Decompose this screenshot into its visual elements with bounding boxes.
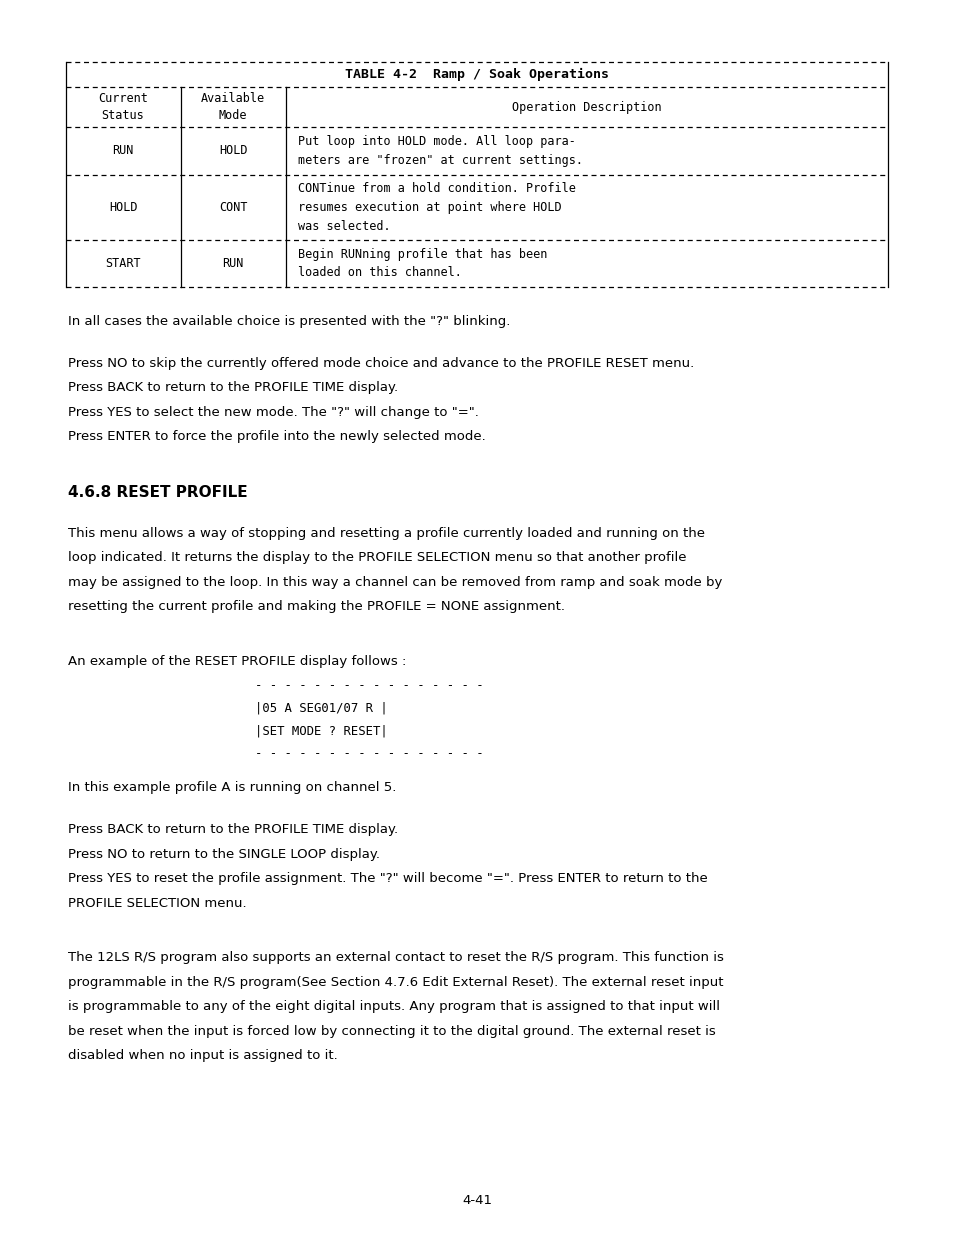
Text: CONT: CONT bbox=[218, 201, 247, 214]
Text: loop indicated. It returns the display to the PROFILE SELECTION menu so that ano: loop indicated. It returns the display t… bbox=[68, 552, 686, 564]
Text: RUN: RUN bbox=[112, 144, 133, 158]
Text: loaded on this channel.: loaded on this channel. bbox=[297, 267, 461, 279]
Text: HOLD: HOLD bbox=[218, 144, 247, 158]
Text: Status: Status bbox=[102, 109, 144, 122]
Text: disabled when no input is assigned to it.: disabled when no input is assigned to it… bbox=[68, 1050, 337, 1062]
Text: Press NO to return to the SINGLE LOOP display.: Press NO to return to the SINGLE LOOP di… bbox=[68, 848, 379, 861]
Text: An example of the RESET PROFILE display follows :: An example of the RESET PROFILE display … bbox=[68, 655, 406, 668]
Text: Begin RUNning profile that has been: Begin RUNning profile that has been bbox=[297, 248, 547, 261]
Text: This menu allows a way of stopping and resetting a profile currently loaded and : This menu allows a way of stopping and r… bbox=[68, 527, 704, 540]
Text: was selected.: was selected. bbox=[297, 220, 390, 232]
Text: START: START bbox=[105, 257, 141, 270]
Text: - - - - - - - - - - - - - - - -: - - - - - - - - - - - - - - - - bbox=[254, 679, 483, 693]
Text: Available: Available bbox=[201, 91, 265, 105]
Text: is programmable to any of the eight digital inputs. Any program that is assigned: is programmable to any of the eight digi… bbox=[68, 1000, 720, 1014]
Text: Press YES to select the new mode. The "?" will change to "=".: Press YES to select the new mode. The "?… bbox=[68, 406, 478, 419]
Text: be reset when the input is forced low by connecting it to the digital ground. Th: be reset when the input is forced low by… bbox=[68, 1025, 715, 1037]
Text: HOLD: HOLD bbox=[109, 201, 137, 214]
Text: - - - - - - - - - - - - - - - -: - - - - - - - - - - - - - - - - bbox=[254, 747, 483, 760]
Text: may be assigned to the loop. In this way a channel can be removed from ramp and : may be assigned to the loop. In this way… bbox=[68, 576, 721, 589]
Text: resetting the current profile and making the PROFILE = NONE assignment.: resetting the current profile and making… bbox=[68, 600, 564, 614]
Text: Press ENTER to force the profile into the newly selected mode.: Press ENTER to force the profile into th… bbox=[68, 431, 485, 443]
Text: Current: Current bbox=[98, 91, 148, 105]
Text: Put loop into HOLD mode. All loop para-: Put loop into HOLD mode. All loop para- bbox=[297, 136, 576, 148]
Text: The 12LS R/S program also supports an external contact to reset the R/S program.: The 12LS R/S program also supports an ex… bbox=[68, 951, 723, 965]
Text: Operation Description: Operation Description bbox=[512, 100, 661, 114]
Text: Mode: Mode bbox=[218, 109, 247, 122]
Text: Press BACK to return to the PROFILE TIME display.: Press BACK to return to the PROFILE TIME… bbox=[68, 824, 397, 836]
Text: CONTinue from a hold condition. Profile: CONTinue from a hold condition. Profile bbox=[297, 183, 576, 195]
Text: 4.6.8 RESET PROFILE: 4.6.8 RESET PROFILE bbox=[68, 485, 248, 500]
Text: Press YES to reset the profile assignment. The "?" will become "=". Press ENTER : Press YES to reset the profile assignmen… bbox=[68, 872, 707, 885]
Text: meters are "frozen" at current settings.: meters are "frozen" at current settings. bbox=[297, 153, 582, 167]
Text: resumes execution at point where HOLD: resumes execution at point where HOLD bbox=[297, 201, 561, 214]
Text: PROFILE SELECTION menu.: PROFILE SELECTION menu. bbox=[68, 897, 247, 910]
Text: Press NO to skip the currently offered mode choice and advance to the PROFILE RE: Press NO to skip the currently offered m… bbox=[68, 357, 694, 370]
Text: TABLE 4-2  Ramp / Soak Operations: TABLE 4-2 Ramp / Soak Operations bbox=[345, 68, 608, 82]
Text: |05 A SEG01/07 R |: |05 A SEG01/07 R | bbox=[254, 701, 387, 715]
Text: RUN: RUN bbox=[222, 257, 243, 270]
Text: 4-41: 4-41 bbox=[461, 1194, 492, 1207]
Text: In this example profile A is running on channel 5.: In this example profile A is running on … bbox=[68, 782, 395, 794]
Text: |SET MODE ? RESET|: |SET MODE ? RESET| bbox=[254, 725, 387, 737]
Text: Press BACK to return to the PROFILE TIME display.: Press BACK to return to the PROFILE TIME… bbox=[68, 382, 397, 394]
Text: In all cases the available choice is presented with the "?" blinking.: In all cases the available choice is pre… bbox=[68, 315, 510, 329]
Text: programmable in the R/S program(See Section 4.7.6 Edit External Reset). The exte: programmable in the R/S program(See Sect… bbox=[68, 976, 722, 989]
